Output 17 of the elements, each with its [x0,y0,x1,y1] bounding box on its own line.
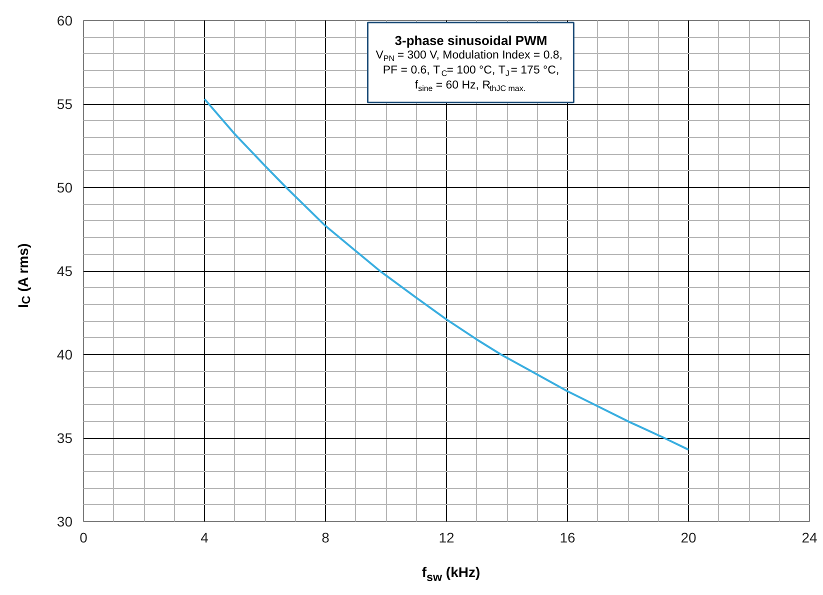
x-tick-label: 8 [322,530,330,546]
x-tick-label: 24 [802,530,818,546]
y-tick-label: 35 [56,430,73,446]
y-tick-label: 60 [56,12,73,28]
y-tick-label: 45 [56,263,73,279]
line-series [204,98,690,451]
x-tick-label: 16 [560,530,576,546]
x-axis-title: f$_{sw}$ (kHz) [420,563,482,584]
x-tick-label: 12 [438,530,454,546]
x-tick-label: 0 [80,530,88,546]
x-tick-label: 20 [680,530,696,546]
x-tick-label: 4 [200,530,209,546]
y-tick-label: 30 [56,514,73,530]
annotation: 3-phase sinusoidal PWM [394,33,548,48]
y-tick-label: 50 [56,180,73,196]
y-tick-label: 40 [56,346,73,362]
y-tick-label: 55 [56,96,73,112]
